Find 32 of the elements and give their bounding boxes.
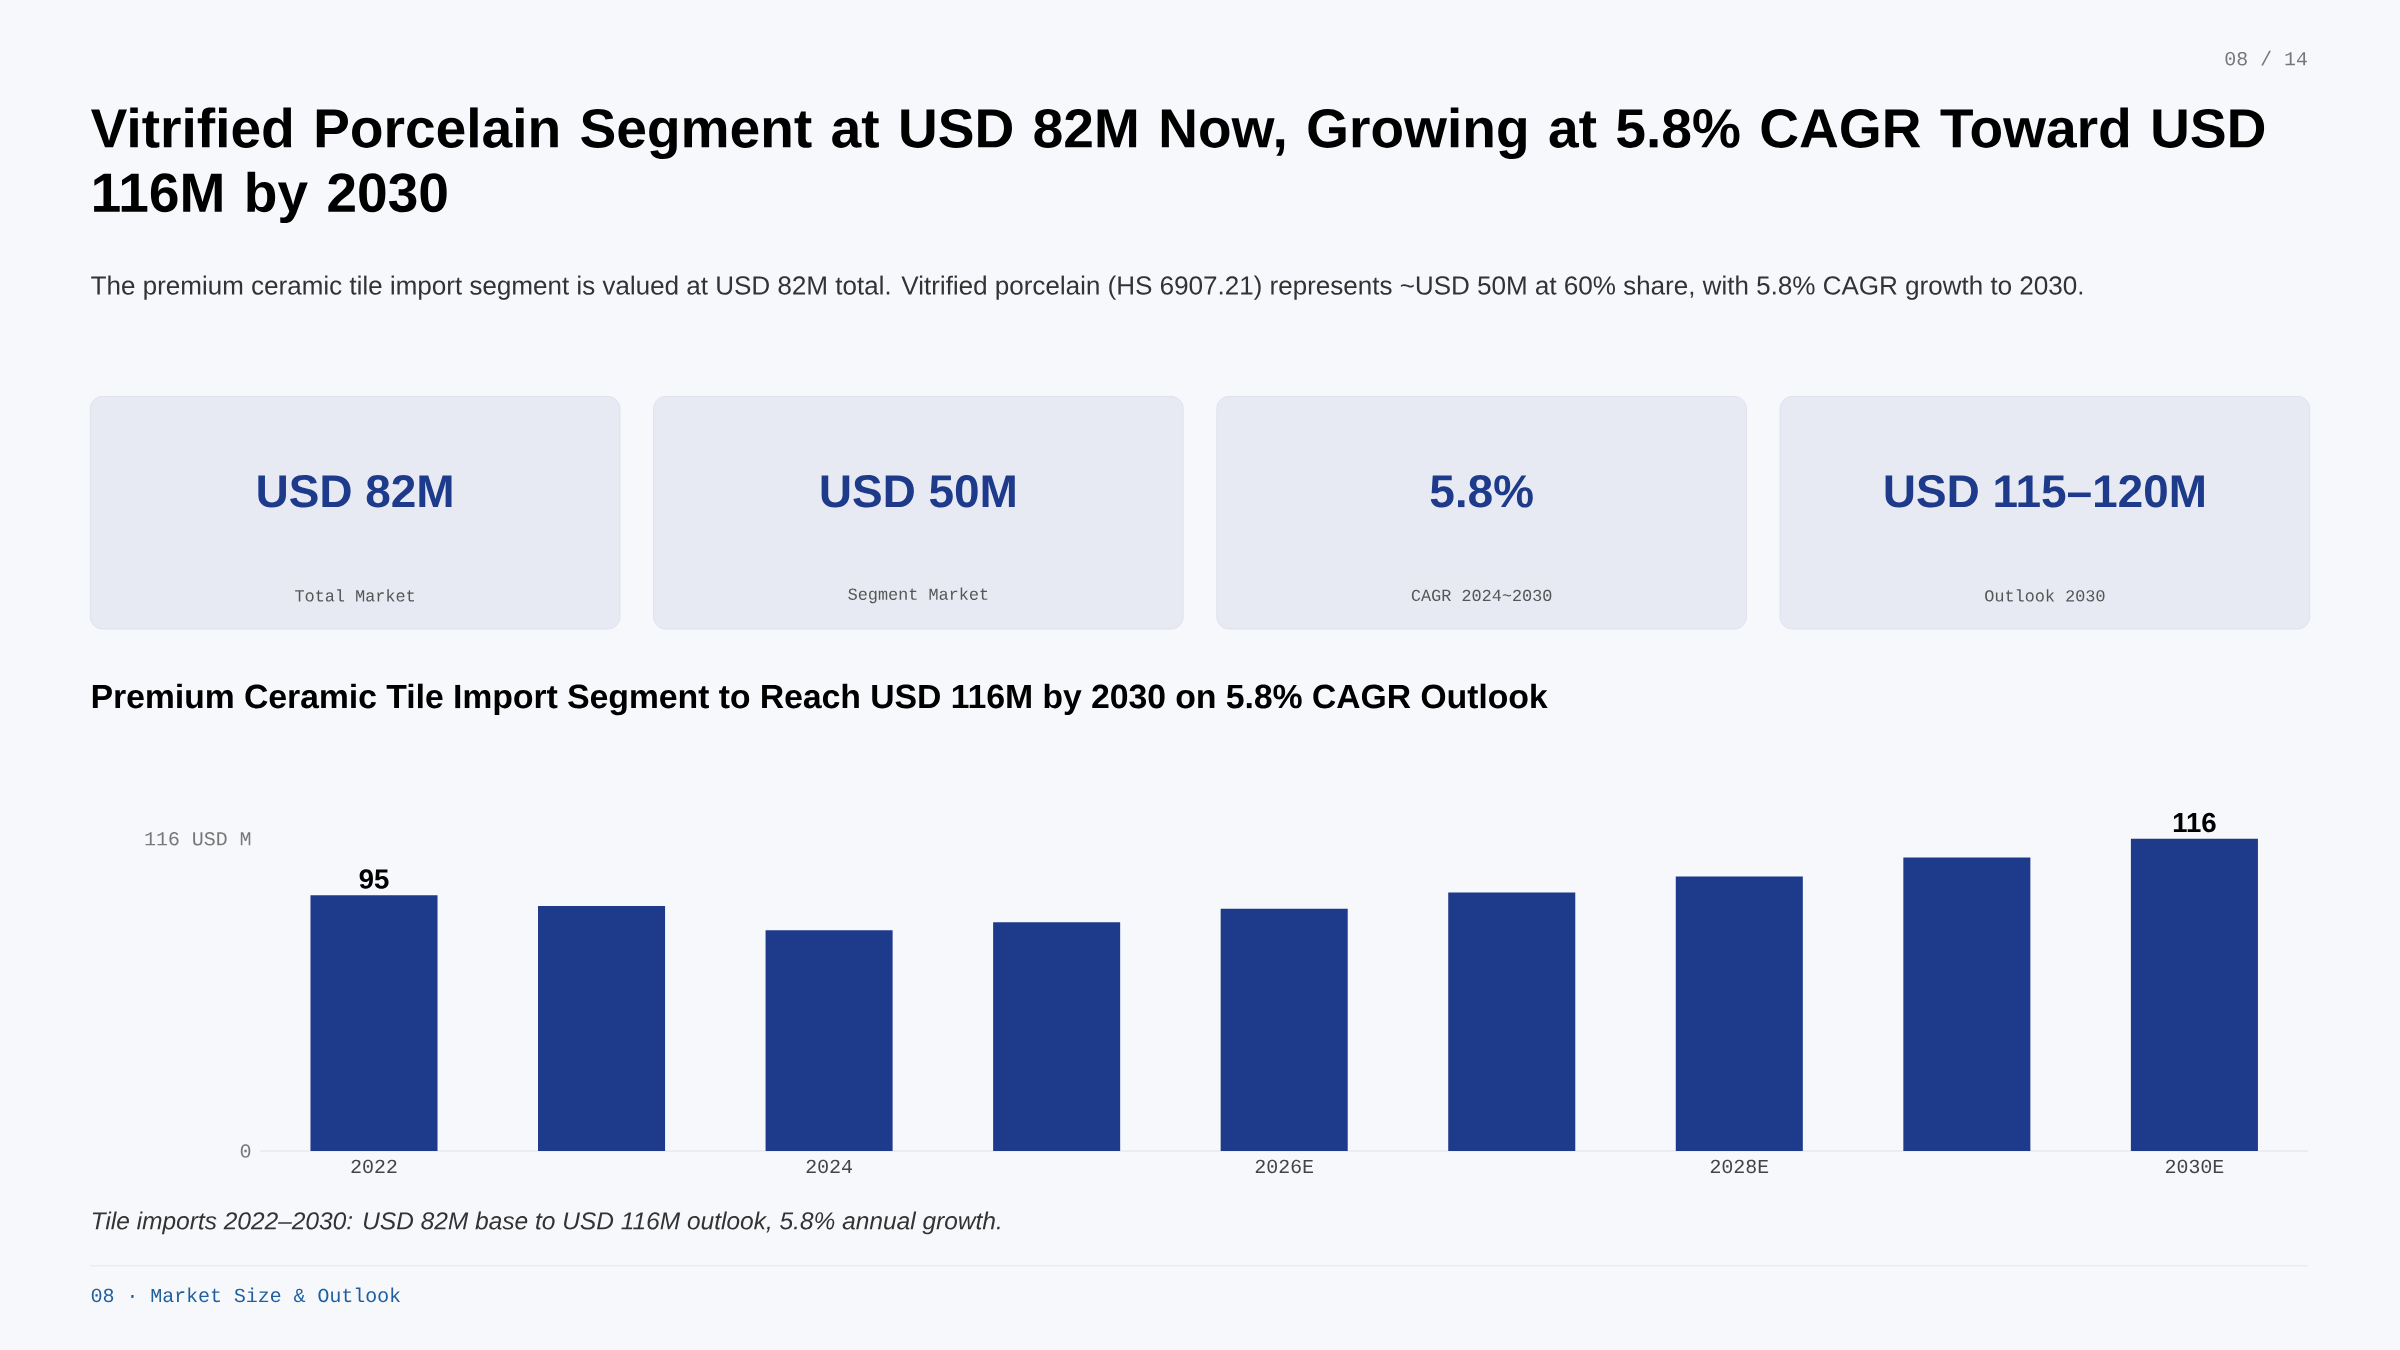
chart-title: Premium Ceramic Tile Import Segment to Reach USD 116M by 2030 on 5.8% CAGR Outlook bbox=[92, 683, 1548, 716]
text: 08 / 14 bbox=[2225, 50, 2307, 66]
text: 08 · Market Size & Outlook bbox=[91, 1287, 401, 1303]
x-tick-label: 2028E bbox=[1710, 1159, 1769, 1174]
text: CAGR 2024~2030 bbox=[1411, 589, 1552, 602]
bar bbox=[1220, 908, 1348, 1151]
text: USD 50M bbox=[821, 475, 1015, 508]
text: Tile imports 2022–2030: USD 82M base to USD 116M outlook, 5.8% annual growth. bbox=[92, 1211, 1000, 1235]
text: The premium ceramic tile import segment is valued at USD 82M total. Vitrified porcelain (HS 6907.21) represents ~USD 50M at 60% share, with 5.8% CAGR growth to 2030. bbox=[91, 275, 2083, 300]
x-tick-label: 2022 bbox=[351, 1159, 397, 1174]
y-tick-label: 0 bbox=[240, 1144, 251, 1158]
text: USD 82M bbox=[258, 475, 452, 508]
bar bbox=[765, 930, 893, 1151]
bar bbox=[2130, 838, 2258, 1151]
data-label: 116 bbox=[2173, 812, 2216, 833]
bar bbox=[538, 906, 666, 1151]
text: Total Market bbox=[295, 589, 414, 602]
text: Vitrified Porcelain Segment at USD 82M Now, Growing at 5.8% CAGR Toward USD 116M by 2030 bbox=[91, 107, 2265, 224]
x-tick-label: 2026E bbox=[1255, 1159, 1313, 1174]
bar bbox=[310, 895, 438, 1151]
text: 5.8% bbox=[1430, 475, 1533, 508]
x-tick-label: 2030E bbox=[2165, 1159, 2224, 1174]
x-tick-label: 2024 bbox=[806, 1159, 852, 1174]
text: Segment Market bbox=[848, 587, 988, 604]
text: Outlook 2030 bbox=[1985, 589, 2105, 602]
text: USD 115–120M bbox=[1885, 475, 2204, 508]
data-label: 95 bbox=[359, 869, 389, 889]
bar bbox=[1448, 892, 1576, 1151]
y-tick-label: 116 USD M bbox=[145, 831, 251, 846]
bar bbox=[1675, 876, 1803, 1151]
bar bbox=[993, 922, 1121, 1151]
bar bbox=[1903, 857, 2031, 1151]
